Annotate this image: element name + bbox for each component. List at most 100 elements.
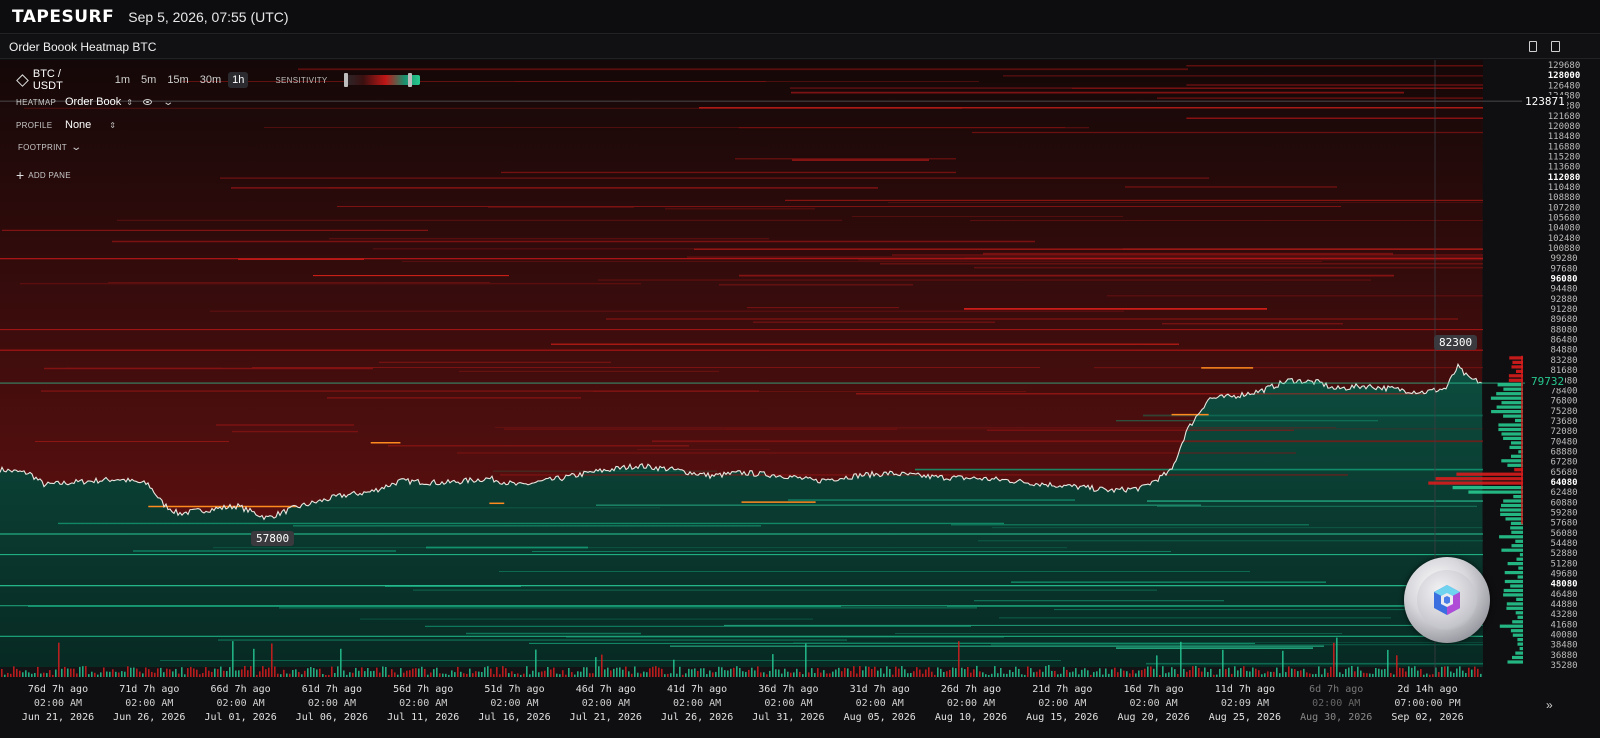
split-pane-icon[interactable] bbox=[1551, 41, 1560, 52]
volume-bar bbox=[520, 674, 522, 677]
volume-bar bbox=[1477, 668, 1479, 677]
volume-bar bbox=[268, 667, 270, 677]
time-tick-label: 02:00 AM bbox=[125, 698, 173, 709]
volume-bar bbox=[511, 671, 513, 677]
volume-bar bbox=[121, 671, 123, 677]
volume-bar bbox=[238, 670, 240, 677]
volume-bar bbox=[1087, 670, 1089, 677]
volume-bar bbox=[490, 668, 492, 677]
volume-bar bbox=[1453, 672, 1455, 677]
volume-bar bbox=[394, 672, 396, 677]
timeframe-1m[interactable]: 1m bbox=[114, 74, 131, 86]
volume-bar bbox=[925, 669, 927, 677]
brand-logo[interactable]: TAPESURF bbox=[12, 6, 115, 27]
volume-bar bbox=[301, 674, 303, 677]
volume-bar bbox=[787, 671, 789, 677]
volume-bar bbox=[1072, 671, 1074, 677]
volume-bar bbox=[1318, 666, 1320, 677]
volume-bar bbox=[922, 673, 924, 677]
cube-logo-icon bbox=[1434, 585, 1460, 615]
volume-bar bbox=[1402, 668, 1404, 677]
volume-bar bbox=[97, 674, 99, 677]
pair-selector[interactable]: BTC / USDT bbox=[32, 68, 63, 92]
time-tick-label: Jul 21, 2026 bbox=[570, 712, 642, 723]
volume-bar bbox=[1255, 668, 1257, 677]
eye-icon[interactable] bbox=[142, 99, 152, 105]
volume-bar bbox=[499, 674, 501, 677]
volume-bar bbox=[1426, 673, 1428, 677]
time-tick-label: 02:00 AM bbox=[34, 698, 82, 709]
volume-bar bbox=[160, 667, 162, 677]
volume-bar bbox=[688, 668, 690, 677]
volume-bar bbox=[367, 668, 369, 677]
volume-bar bbox=[940, 668, 942, 677]
footprint-toggle[interactable]: FOOTPRINT bbox=[18, 143, 67, 152]
volume-bar bbox=[823, 670, 825, 677]
chart-controls: BTC / USDT 1m 5m 15m 30m 1h SENSITIVITY … bbox=[0, 60, 420, 200]
timeframe-1h[interactable]: 1h bbox=[228, 72, 249, 88]
price-tick-label: 67280 bbox=[1550, 458, 1577, 468]
price-tick-label: 118480 bbox=[1548, 132, 1581, 142]
volume-bar bbox=[334, 673, 336, 677]
timeframe-5m[interactable]: 5m bbox=[141, 74, 157, 86]
depth-profile-bar bbox=[1498, 427, 1523, 432]
price-tick-label: 81680 bbox=[1550, 366, 1577, 376]
volume-bar bbox=[979, 671, 981, 677]
plus-icon[interactable]: + bbox=[16, 167, 25, 183]
volume-bar bbox=[1282, 650, 1284, 677]
maximize-icon[interactable] bbox=[1529, 41, 1537, 52]
depth-profile-bar bbox=[1504, 571, 1523, 575]
timeframe-15m[interactable]: 15m bbox=[167, 74, 189, 86]
volume-bar bbox=[1126, 671, 1128, 677]
volume-bar bbox=[1111, 669, 1113, 677]
volume-bar bbox=[328, 675, 330, 677]
sensitivity-slider[interactable] bbox=[343, 73, 420, 87]
depth-profile-bar bbox=[1452, 486, 1523, 490]
volume-bar bbox=[1357, 666, 1359, 677]
volume-bar bbox=[130, 667, 132, 677]
volume-bar bbox=[277, 673, 279, 677]
volume-bar bbox=[1162, 666, 1164, 677]
volume-bar bbox=[136, 668, 138, 677]
volume-bar bbox=[562, 670, 564, 677]
price-tick-label: 73680 bbox=[1550, 417, 1577, 427]
volume-bar bbox=[595, 657, 597, 677]
volume-bar bbox=[46, 673, 48, 677]
volume-bar bbox=[958, 641, 960, 677]
volume-bar bbox=[1195, 665, 1197, 677]
volume-bar bbox=[1321, 674, 1323, 677]
chevron-down-icon[interactable]: ⌄ bbox=[162, 96, 175, 108]
price-tick-label: 38480 bbox=[1550, 641, 1577, 651]
add-pane-button[interactable]: ADD PANE bbox=[28, 170, 71, 180]
volume-bar bbox=[1429, 674, 1431, 677]
depth-profile-bar bbox=[1498, 423, 1523, 427]
volume-bar bbox=[181, 667, 183, 677]
price-tick-label: 59280 bbox=[1550, 509, 1577, 519]
profile-select[interactable]: None bbox=[65, 119, 92, 131]
double-chevron-right-icon[interactable]: » bbox=[1546, 698, 1553, 712]
updown-icon[interactable]: ⇕ bbox=[126, 97, 133, 107]
volume-bar bbox=[355, 667, 357, 677]
heatmap-select[interactable]: Order Book bbox=[65, 96, 122, 108]
depth-profile bbox=[1428, 355, 1523, 664]
volume-bar bbox=[949, 669, 951, 677]
depth-profile-bar bbox=[1511, 441, 1523, 445]
volume-bar bbox=[964, 669, 966, 677]
volume-bar bbox=[178, 673, 180, 677]
time-tick-label: Aug 05, 2026 bbox=[844, 712, 916, 723]
chevron-down-icon[interactable]: ⌄ bbox=[70, 142, 82, 153]
time-tick-label: 02:00 AM bbox=[217, 698, 265, 709]
volume-bar bbox=[670, 673, 672, 677]
volume-bar bbox=[769, 670, 771, 677]
heatmap-chart[interactable]: 1296801280001264801248801232801216801200… bbox=[0, 60, 1600, 738]
depth-profile-bar bbox=[1517, 642, 1523, 646]
sensitivity-max-handle[interactable] bbox=[407, 73, 412, 87]
timeframe-30m[interactable]: 30m bbox=[199, 74, 222, 86]
volume-bar bbox=[985, 674, 987, 677]
depth-profile-bar bbox=[1512, 633, 1523, 637]
volume-bar bbox=[436, 667, 438, 677]
updown-icon[interactable]: ⇕ bbox=[109, 120, 116, 130]
depth-profile-bar bbox=[1511, 544, 1523, 548]
price-tick-label: 128000 bbox=[1548, 71, 1581, 81]
sensitivity-min-handle[interactable] bbox=[343, 73, 348, 87]
